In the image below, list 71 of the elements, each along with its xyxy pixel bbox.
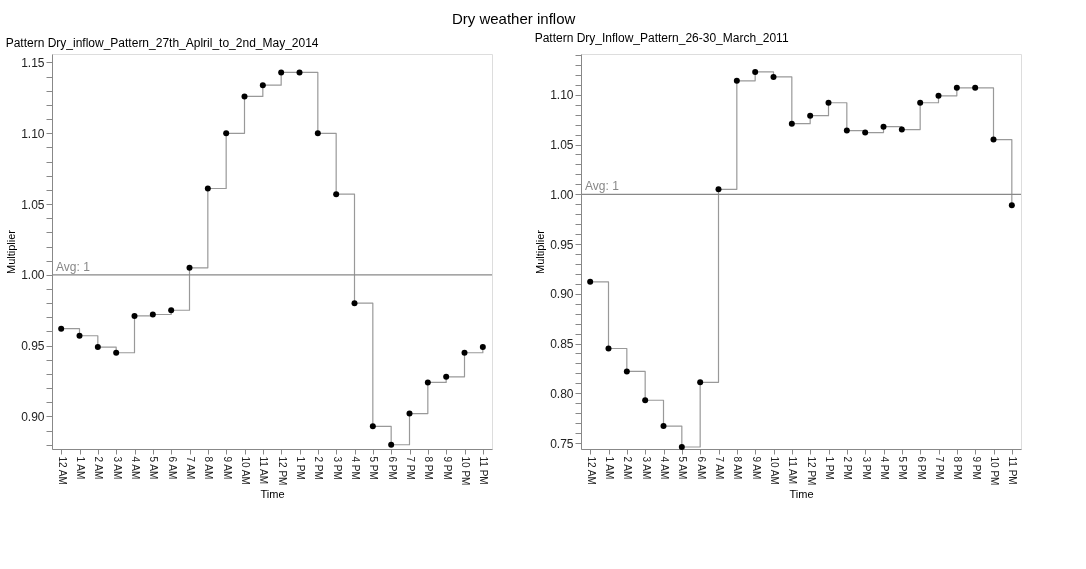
x-tick-label: 1 AM [75, 456, 86, 480]
x-tick-label: 9 PM [970, 456, 982, 480]
x-tick-label: 10 PM [989, 456, 1000, 486]
x-tick-label: 11 PM [1007, 456, 1019, 485]
y-tick-label: 0.95 [21, 339, 45, 354]
y-tick-label: 1.10 [21, 126, 45, 141]
ref-line-label: Avg: 1 [585, 179, 620, 194]
x-tick-label: 7 AM [185, 456, 196, 480]
x-tick-label: 9 AM [221, 456, 233, 480]
x-tick-label: 12 PM [276, 456, 288, 486]
x-tick-label: 7 AM [714, 456, 725, 480]
x-tick-label: 12 AM [585, 456, 597, 485]
x-tick-label: 9 AM [750, 456, 762, 480]
x-tick-label: 10 AM [769, 456, 780, 485]
y-tick-label: 1.10 [550, 88, 574, 103]
x-tick-label: 1 PM [824, 456, 835, 480]
x-tick-label: 6 PM [386, 456, 398, 480]
y-tick-label: 1.05 [21, 197, 45, 212]
y-tick-label: 0.90 [550, 287, 574, 302]
x-tick-label: 2 PM [313, 456, 325, 480]
x-tick-label: 11 AM [787, 456, 799, 485]
x-tick-label: 3 PM [331, 456, 343, 480]
x-tick-label: 12 PM [805, 456, 817, 486]
y-axis-title: Multiplier [5, 229, 18, 275]
x-tick-label: 5 PM [368, 456, 380, 480]
x-tick-label: 7 PM [934, 456, 945, 480]
text: Dry weather inflow [451, 10, 576, 28]
x-tick-label: 12 AM [56, 456, 68, 485]
y-tick-label: 1.00 [550, 187, 574, 202]
y-tick-label: 0.80 [550, 386, 574, 401]
chart-title: Pattern Dry_Inflow_Pattern_26-30_March_2011 [534, 30, 789, 45]
x-tick-label: 7 PM [405, 456, 416, 480]
x-tick-label: 2 AM [93, 456, 105, 480]
y-tick-label: 0.85 [550, 337, 574, 352]
x-tick-label: 10 PM [460, 456, 471, 486]
y-tick-label: 1.00 [21, 268, 45, 283]
y-tick-label: 0.95 [550, 237, 574, 252]
x-tick-label: 1 AM [604, 456, 615, 480]
x-tick-label: 10 AM [240, 456, 251, 485]
x-tick-label: 11 AM [258, 456, 270, 485]
ref-line-label: Avg: 1 [56, 259, 91, 274]
x-tick-label: 4 PM [350, 456, 361, 480]
y-tick-label: 1.15 [21, 55, 45, 70]
x-tick-label: 8 AM [203, 456, 215, 480]
y-tick-label: 0.75 [550, 436, 574, 451]
x-tick-label: 4 PM [879, 456, 890, 480]
x-tick-label: 4 AM [659, 456, 670, 480]
x-tick-label: 11 PM [478, 456, 490, 485]
x-axis-title: Time [260, 488, 285, 501]
y-tick-label: 1.05 [550, 138, 574, 153]
x-tick-label: 8 PM [952, 456, 964, 480]
x-tick-label: 4 AM [130, 456, 141, 480]
x-tick-label: 5 PM [897, 456, 909, 480]
x-axis-title: Time [789, 488, 814, 501]
y-axis-title: Multiplier [534, 229, 547, 275]
x-tick-label: 6 AM [695, 456, 707, 480]
x-tick-label: 2 PM [842, 456, 854, 480]
x-tick-label: 8 AM [732, 456, 744, 480]
chart-title: Pattern Dry_inflow_Pattern_27th_Aplril_to_2nd_May_2014 [5, 36, 319, 50]
x-tick-label: 2 AM [622, 456, 634, 480]
x-tick-label: 6 AM [166, 456, 178, 480]
x-tick-label: 3 AM [640, 456, 652, 480]
x-tick-label: 9 PM [441, 456, 453, 480]
y-tick-label: 0.90 [21, 409, 45, 424]
x-tick-label: 8 PM [423, 456, 435, 480]
x-tick-label: 3 PM [860, 456, 872, 480]
x-tick-label: 6 PM [915, 456, 927, 480]
x-tick-label: 5 AM [677, 456, 689, 480]
x-tick-label: 3 AM [111, 456, 123, 480]
x-tick-label: 5 AM [148, 456, 160, 480]
x-tick-label: 1 PM [295, 456, 306, 480]
